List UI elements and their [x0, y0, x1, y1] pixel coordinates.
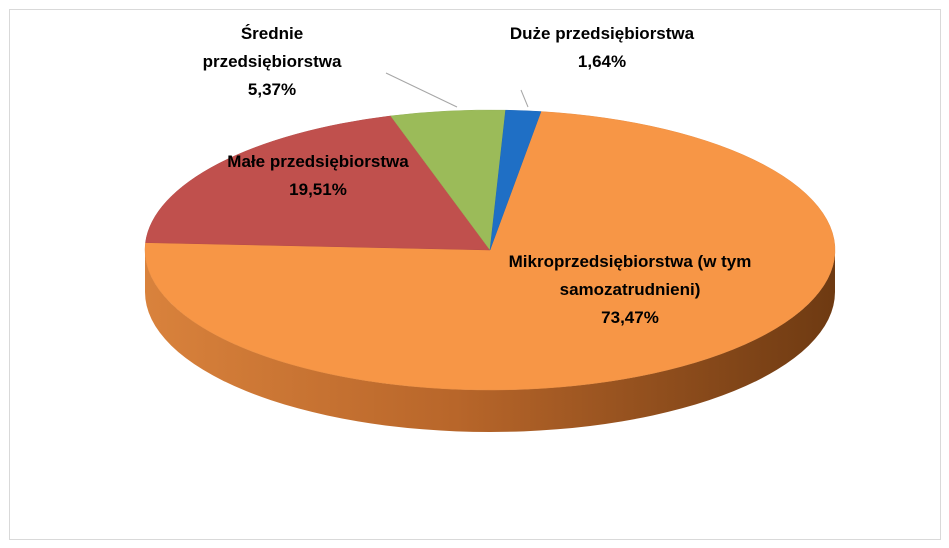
slice-side [145, 250, 835, 432]
chart-frame: Mikroprzedsiębiorstwa (w tym samozatrudn… [9, 9, 941, 540]
pie [144, 109, 836, 432]
label-name: Mikroprzedsiębiorstwa (w tym samozatrudn… [508, 252, 752, 299]
data-label: Średnie przedsiębiorstwa 5,37% [172, 20, 372, 104]
slice [489, 109, 542, 251]
leader-line [520, 89, 529, 108]
data-label: Mikroprzedsiębiorstwa (w tym samozatrudn… [490, 248, 770, 332]
slice [144, 111, 836, 391]
label-name: Duże przedsiębiorstwa [509, 24, 695, 43]
label-name: Średnie przedsiębiorstwa [202, 24, 342, 71]
leader-line [385, 72, 458, 108]
slice [145, 115, 491, 251]
label-value: 1,64% [577, 52, 627, 71]
label-name: Małe przedsiębiorstwa [227, 152, 409, 171]
data-label: Duże przedsiębiorstwa 1,64% [502, 20, 702, 76]
label-value: 19,51% [289, 180, 347, 199]
data-label: Małe przedsiębiorstwa 19,51% [218, 148, 418, 204]
label-value: 73,47% [601, 308, 659, 327]
label-value: 5,37% [247, 80, 297, 99]
chart [144, 72, 836, 432]
